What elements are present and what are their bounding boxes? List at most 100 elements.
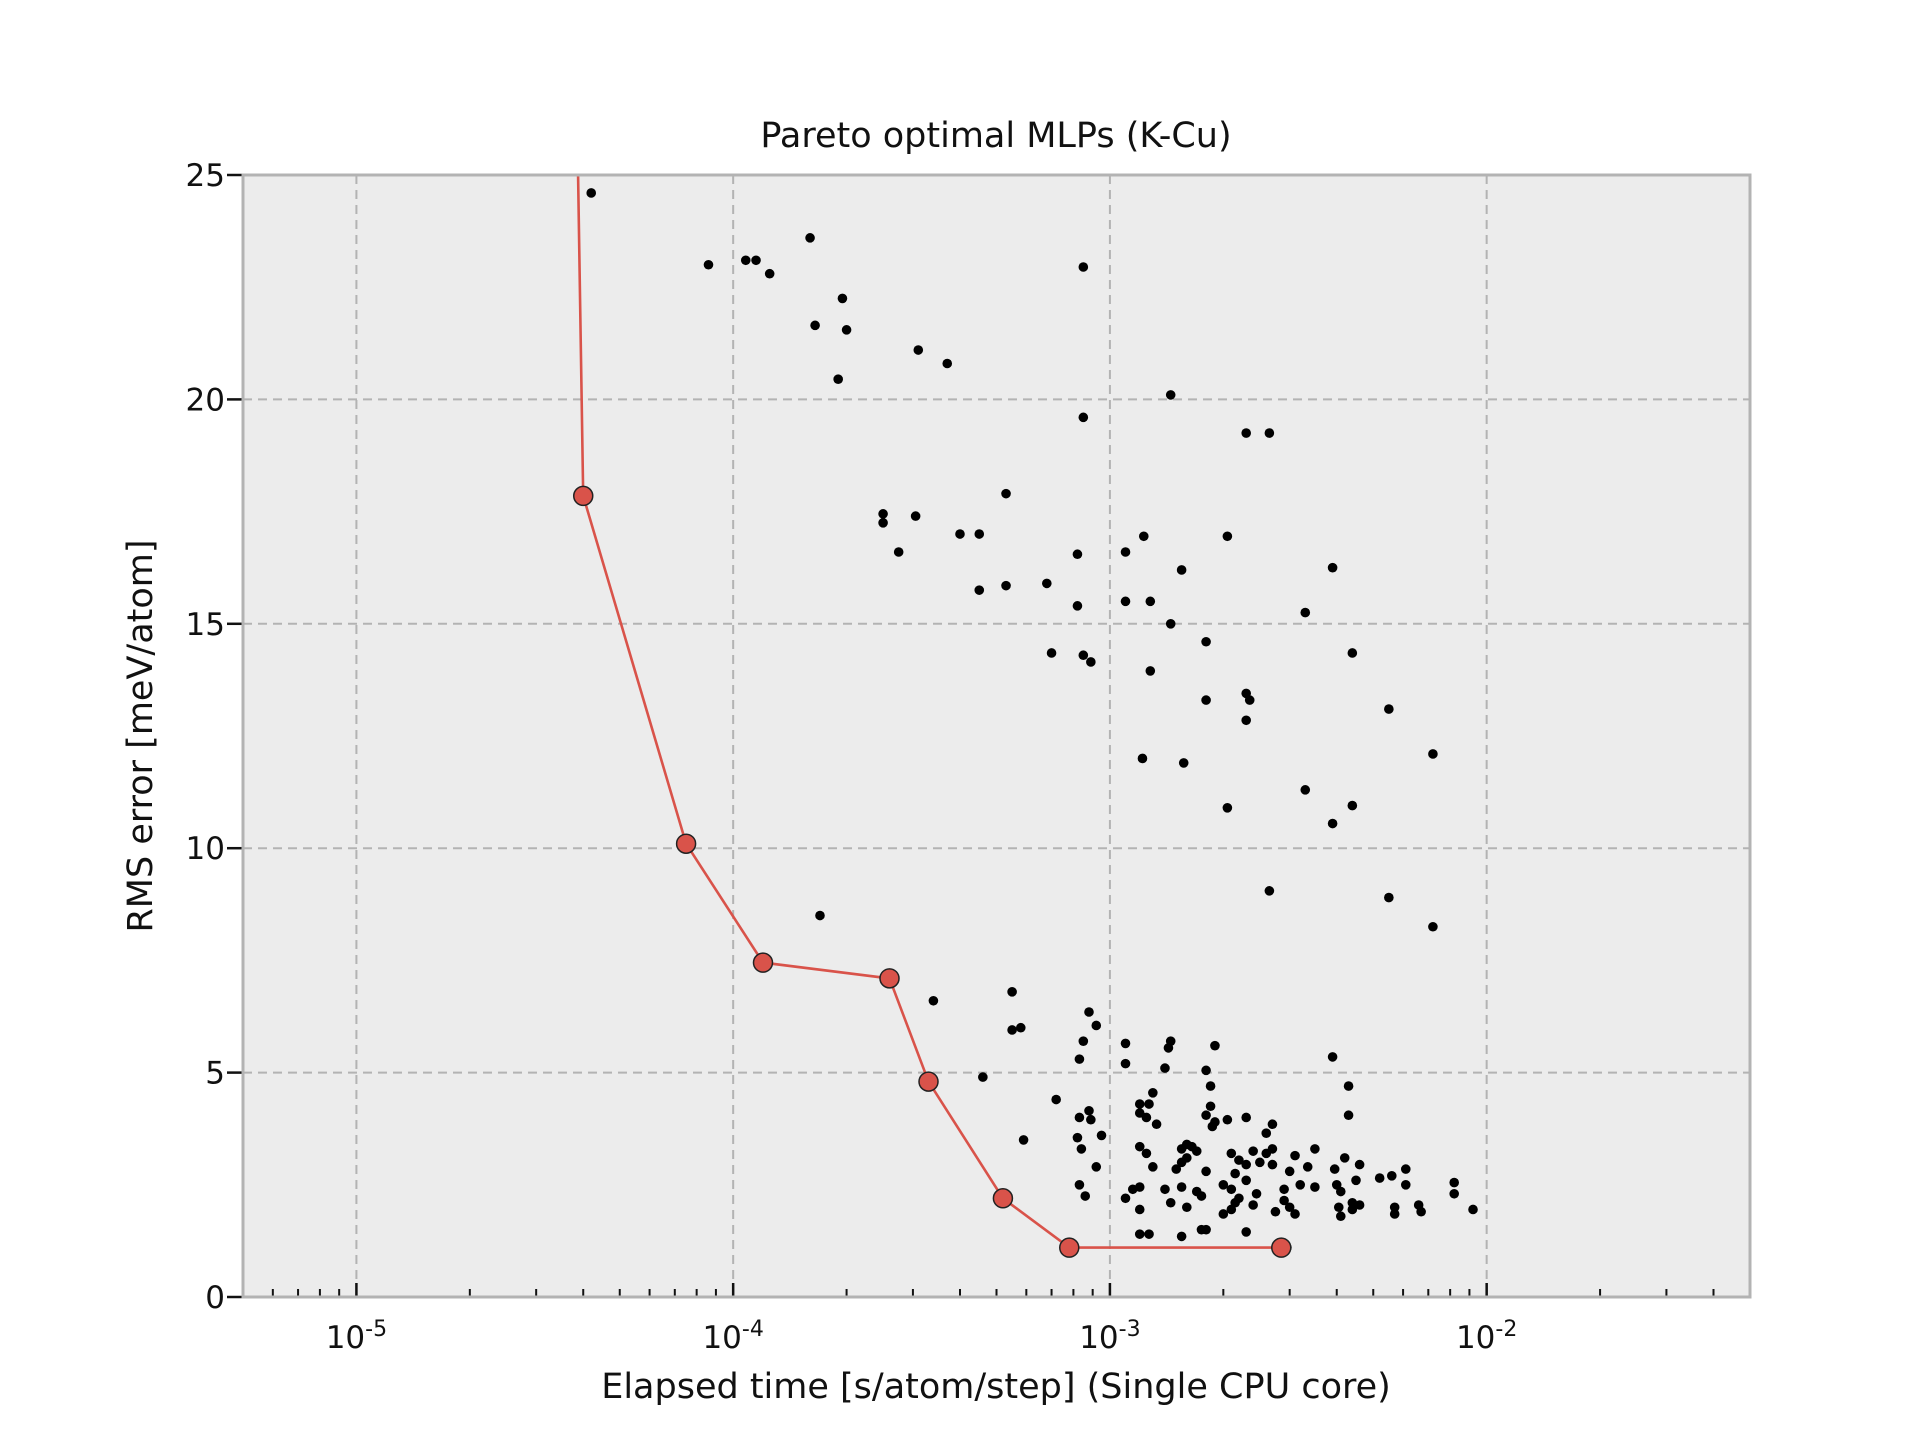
scatter-point [1290,1209,1300,1219]
scatter-point [1264,886,1275,896]
scatter-point [1176,1231,1187,1242]
scatter-point [586,188,597,198]
scatter-point [1160,1184,1170,1195]
scatter-point [1347,1197,1358,1208]
scatter-point [1351,1175,1361,1186]
scatter-point [1230,1168,1240,1179]
scatter-point [1241,715,1251,726]
x-axis-label: Elapsed time [s/atom/step] (Single CPU c… [601,1367,1391,1407]
scatter-point [1151,1119,1162,1130]
scatter-point [1248,1200,1258,1210]
scatter-point [1241,428,1251,438]
scatter-point [1327,818,1338,829]
scatter-point [1389,1209,1400,1219]
scatter-point [928,995,939,1006]
scatter-point [1339,1153,1350,1163]
scatter-point [1310,1182,1320,1192]
scatter-point [1046,648,1057,658]
scatter-point [764,268,775,279]
plot-area-background [243,175,1750,1297]
y-tick-label: 20 [186,382,225,418]
scatter-point [1241,1175,1251,1186]
scatter-point [1084,1007,1094,1017]
plot-frame [241,173,1752,1299]
scatter-point [833,374,843,385]
scatter-point [1428,749,1438,759]
scatter-point [1234,1155,1244,1165]
scatter-point [1078,1036,1089,1046]
scatter-point [1389,1202,1400,1213]
scatter-point [910,511,921,521]
scatter-point [1144,1099,1154,1109]
chart-title: Pareto optimal MLPs (K-Cu) [760,116,1231,156]
scatter-point [1134,1141,1145,1152]
scatter-point [1290,1150,1300,1161]
axis-tick-labels: 10-5 10-4 10-3 10-2 0 5 10 15 20 25 [186,158,1518,1356]
scatter-point [1138,531,1149,542]
scatter-point [1279,1184,1289,1195]
scatter-point [1267,1119,1278,1130]
scatter-point [1182,1202,1192,1213]
scatter-point [1145,596,1156,607]
scatter-point [974,529,985,539]
scatter-point [1267,1144,1278,1154]
scatter-point [1248,1146,1258,1156]
scatter-point [1001,580,1011,591]
scatter-point [1255,1157,1265,1168]
scatter-point [1120,596,1131,607]
scatter-point [1267,1159,1278,1170]
scatter-point [1251,1188,1262,1199]
scatter-point [740,255,751,266]
scatter-point [1428,921,1438,932]
scatter-point [1148,1162,1158,1172]
scatter-point [974,585,985,595]
scatter-point [1176,1182,1187,1192]
scatter-point [913,345,924,355]
scatter-point [1072,1132,1083,1143]
scatter-point [1300,785,1311,795]
scatter-point [1178,758,1189,768]
scatter-point [1310,1144,1320,1154]
scatter-point [1354,1159,1365,1170]
scatter-point [1120,1038,1131,1049]
scatter-point [1078,262,1089,272]
scatter-point [1347,1204,1358,1215]
y-tick-label: 15 [186,607,225,643]
scatter-point [1241,1227,1251,1237]
data-points [586,188,1478,1253]
scatter-point [1176,565,1187,575]
scatter-point [1127,1184,1138,1195]
scatter-point [1148,1087,1158,1098]
scatter-point [1261,1128,1272,1138]
scatter-point [1042,578,1052,589]
pareto-front [572,175,1292,1258]
scatter-point [1086,657,1096,667]
scatter-point [878,509,888,519]
scatter-point [1120,1193,1131,1204]
scatter-point [1196,1191,1207,1201]
scatter-point [1201,636,1211,647]
scatter-point [1201,1110,1211,1121]
scatter-point [1284,1202,1295,1213]
y-tick-label: 5 [205,1056,225,1092]
scatter-point [1205,1101,1216,1112]
x-tick-label: 10-3 [1079,1317,1140,1356]
scatter-point [1335,1186,1346,1197]
scatter-point [1145,666,1156,676]
scatter-point [1400,1164,1411,1174]
scatter-point [1160,1063,1170,1073]
scatter-point [1226,1184,1237,1195]
scatter-point [1241,1112,1251,1123]
scatter-point [1329,1164,1340,1174]
scatter-point [1374,1173,1385,1183]
scatter-point [1171,1164,1182,1174]
scatter-point [703,259,714,270]
pareto-point [1271,1237,1292,1258]
scatter-point [1226,1148,1237,1159]
scatter-point [1284,1166,1295,1177]
scatter-point [1386,1171,1397,1181]
scatter-point [1210,1040,1220,1051]
pareto-point [752,952,774,973]
scatter-point [1051,1094,1061,1105]
